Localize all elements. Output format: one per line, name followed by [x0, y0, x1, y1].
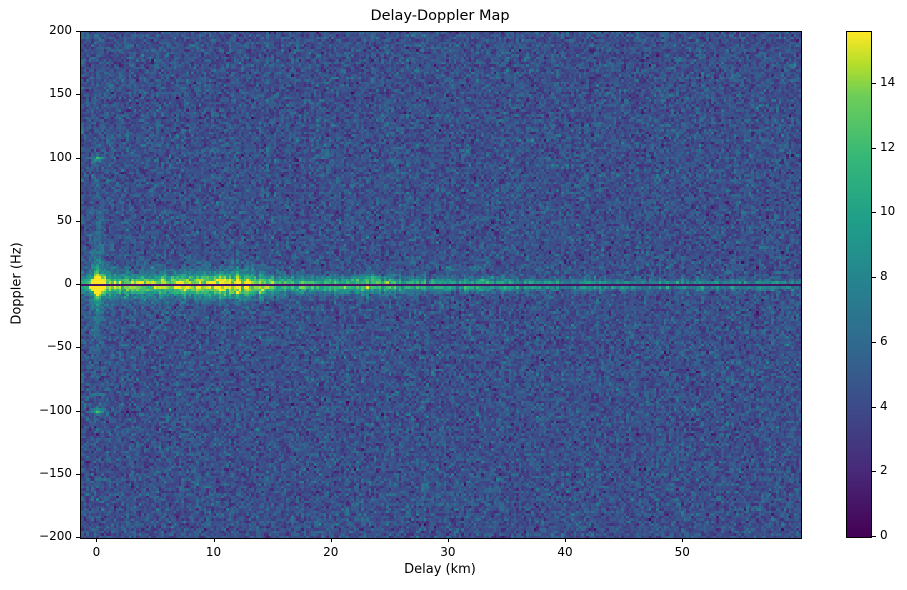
y-tick-label: 100 — [49, 149, 72, 164]
y-tick-label: 150 — [49, 86, 72, 101]
x-tick-label: 40 — [557, 545, 573, 559]
colorbar-tick-mark — [872, 147, 876, 149]
colorbar-tick-mark — [872, 82, 876, 84]
colorbar-tick-mark — [872, 406, 876, 408]
y-tick-mark — [76, 473, 80, 475]
x-axis-label: Delay (km) — [404, 562, 476, 577]
colorbar-tick-mark — [872, 536, 876, 537]
colorbar-tick-mark — [872, 471, 876, 473]
colorbar-canvas — [847, 32, 871, 537]
colorbar-tick-label: 8 — [880, 269, 888, 284]
plot-area — [80, 31, 802, 539]
x-tick-label: 20 — [323, 545, 339, 559]
colorbar-tick-label: 10 — [880, 204, 896, 219]
x-tick-mark — [682, 538, 684, 542]
y-tick-label: −150 — [39, 465, 72, 480]
plot-title: Delay-Doppler Map — [370, 8, 510, 24]
y-tick-mark — [76, 410, 80, 412]
y-tick-mark — [76, 284, 80, 285]
y-tick-mark — [76, 537, 80, 538]
x-tick-mark — [330, 538, 332, 542]
x-tick-mark — [447, 538, 449, 542]
y-tick-mark — [76, 220, 80, 222]
heatmap-canvas — [81, 32, 801, 538]
x-tick-label: 30 — [440, 545, 456, 559]
colorbar-tick-label: 14 — [880, 74, 896, 89]
y-tick-label: −50 — [46, 339, 72, 354]
colorbar-tick-label: 4 — [880, 398, 888, 413]
y-tick-mark — [76, 347, 80, 349]
colorbar-tick-label: 6 — [880, 333, 888, 348]
x-tick-mark — [96, 538, 98, 542]
x-tick-label: 0 — [92, 545, 101, 559]
y-tick-label: −100 — [39, 402, 72, 417]
y-tick-label: 200 — [49, 23, 72, 37]
y-tick-label: 50 — [56, 212, 72, 227]
colorbar-tick-label: 12 — [880, 139, 896, 154]
colorbar-tick-mark — [872, 212, 876, 214]
y-tick-label: −200 — [39, 529, 72, 543]
x-tick-mark — [213, 538, 215, 542]
y-tick-mark — [76, 157, 80, 159]
y-tick-label: 0 — [64, 276, 72, 290]
x-tick-label: 50 — [674, 545, 690, 559]
x-tick-mark — [565, 538, 567, 542]
colorbar-tick-mark — [872, 277, 876, 279]
y-tick-mark — [76, 31, 80, 32]
y-tick-mark — [76, 94, 80, 96]
colorbar — [846, 31, 872, 538]
colorbar-tick-label: 2 — [880, 463, 888, 478]
colorbar-tick-label: 0 — [880, 528, 888, 542]
colorbar-tick-mark — [872, 341, 876, 343]
x-tick-label: 10 — [205, 545, 222, 559]
